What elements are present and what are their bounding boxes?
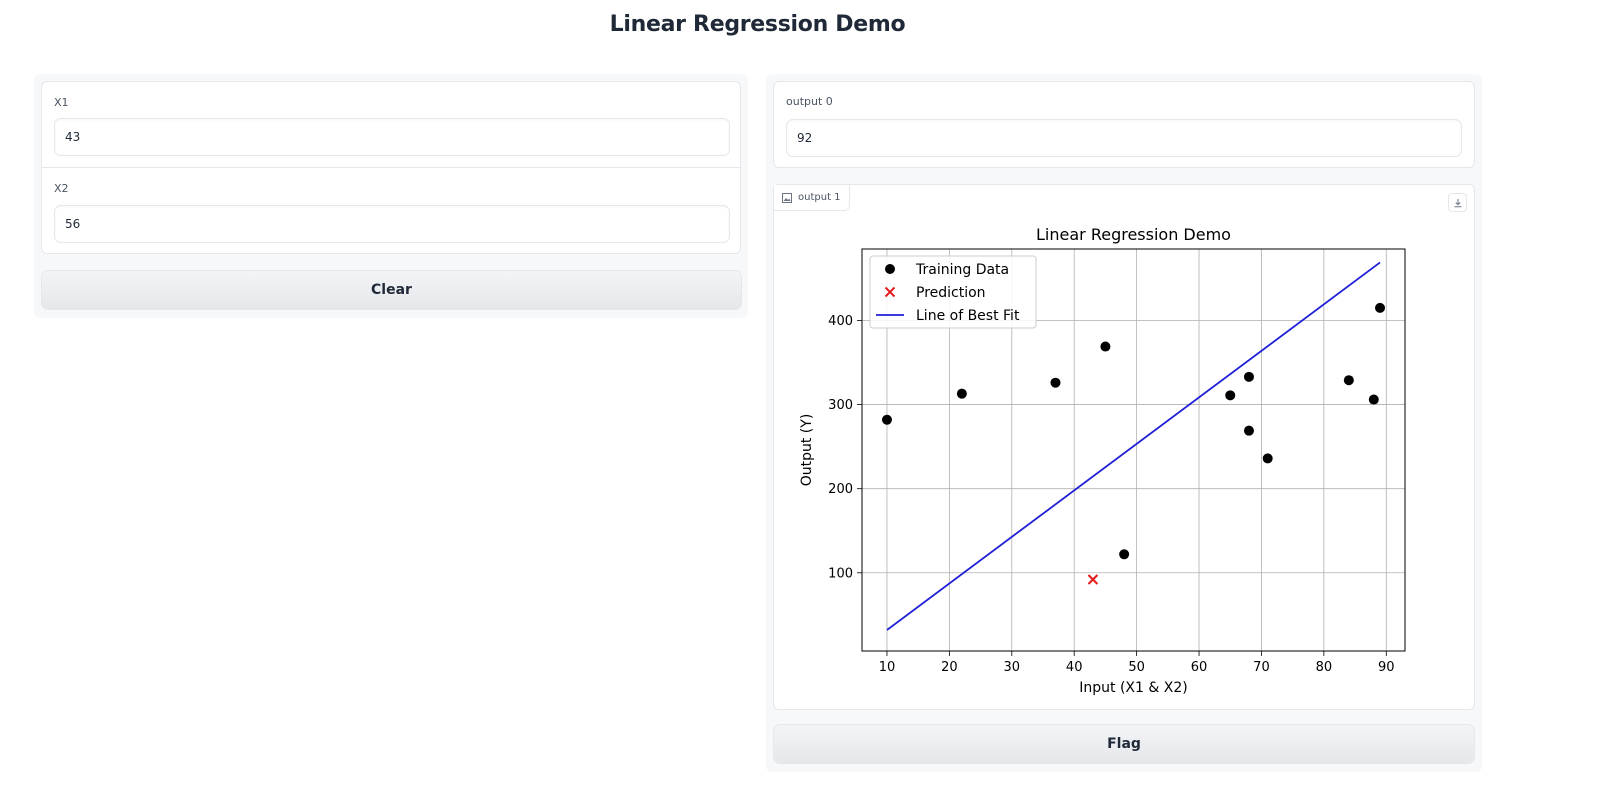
output1-label: output 1 [798,191,841,203]
chart-title: Linear Regression Demo [1036,225,1231,244]
download-button[interactable] [1448,193,1467,212]
plot-frame [861,248,1406,652]
y-tick-label: 100 [828,566,853,581]
x-tick-label: 20 [941,660,958,675]
output0-field: 92 [786,119,1462,157]
clear-button[interactable]: Clear [41,270,742,310]
output1-card: output 1 10 20 30 40 50 60 70 80 90 100 200 300 400 L… [773,184,1475,710]
legend-entry: Prediction [916,285,986,301]
output1-tag: output 1 [774,185,850,211]
training-point [1050,377,1061,388]
prediction-point [1087,574,1099,585]
page-title: Linear Regression Demo [609,12,906,37]
x-tick-label: 30 [1004,660,1021,675]
y-tick-label: 200 [828,482,853,497]
flag-button[interactable]: Flag [773,724,1475,764]
output0-label: output 0 [786,95,833,108]
legend-entry: Line of Best Fit [916,308,1020,324]
output0-card: output 0 92 [773,81,1475,168]
x1-input[interactable]: 43 [54,118,730,156]
x2-label: X2 [54,182,69,195]
training-point [1262,453,1273,464]
training-point [1243,371,1254,382]
chart: 10 20 30 40 50 60 70 80 90 100 200 300 400 Linear Reg… [799,225,1406,696]
training-point [1100,341,1111,352]
y-tick-label: 400 [828,314,853,329]
x2-input[interactable]: 56 [54,205,730,243]
training-point [1225,390,1236,401]
legend-x-swatch [884,286,896,298]
x-tick-label: 70 [1253,660,1270,675]
x-tick-label: 80 [1316,660,1333,675]
x-tick-label: 50 [1128,660,1145,675]
x-tick-label: 60 [1191,660,1208,675]
training-point [1368,394,1379,405]
training-point [956,388,967,399]
x-axis-label: Input (X1 & X2) [1079,680,1187,696]
y-tick-label: 300 [828,398,853,413]
inputs-column: X1 43 X2 56 Clear [34,74,748,318]
legend-box [869,255,1037,329]
training-point [881,414,892,425]
outputs-column: output 0 92 output 1 10 20 30 40 50 60 70 80 90 1… [766,74,1482,772]
legend-circle-swatch [885,264,895,274]
y-axis-label: Output (Y) [799,414,815,487]
inputs-card: X1 43 X2 56 [41,81,741,254]
training-point [1343,375,1354,386]
x-tick-label: 40 [1066,660,1083,675]
x-tick-label: 90 [1378,660,1395,675]
divider [42,167,740,168]
x1-label: X1 [54,96,69,109]
training-point [1119,549,1130,560]
download-icon [1454,198,1461,207]
x-tick-label: 10 [879,660,896,675]
image-icon [782,192,792,203]
training-point [1375,302,1386,313]
training-point [1243,425,1254,436]
best-fit-line [886,261,1381,631]
legend-entry: Training Data [915,262,1009,278]
